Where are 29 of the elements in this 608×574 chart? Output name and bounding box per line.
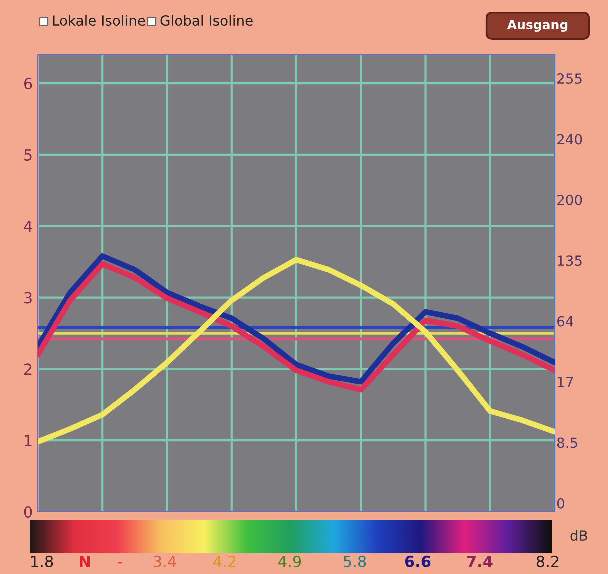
text: 1.8	[32, 556, 54, 568]
y-tick-label: 6	[24, 78, 32, 90]
text: 8.5	[557, 438, 578, 448]
text: Lokale Isoline	[53, 15, 146, 26]
text: 5.8	[344, 556, 366, 568]
y-tick-label: 0	[24, 506, 32, 518]
text: dB	[570, 530, 588, 542]
text: 6.6	[405, 556, 431, 568]
text: N	[80, 556, 90, 568]
text: 17	[558, 377, 574, 388]
y-tick-label: 3	[24, 292, 32, 304]
text: 135	[558, 256, 582, 266]
y-tick-label: 1	[25, 435, 32, 446]
text: Ausgang	[507, 20, 568, 32]
text: -	[118, 562, 122, 564]
text: 4.9	[278, 556, 302, 568]
text: 200	[558, 194, 582, 206]
text: 240	[558, 134, 582, 145]
text: 64	[558, 316, 574, 327]
y-tick-label: 4	[24, 221, 32, 232]
text: 0	[557, 498, 564, 509]
y-tick-label: 5	[24, 150, 32, 161]
text: 3.4	[154, 556, 176, 568]
y-tick-label: 2	[24, 364, 32, 375]
text: 4.2	[214, 556, 236, 568]
text: Global Isoline	[160, 15, 253, 26]
text: 7.4	[467, 556, 493, 568]
text: 255	[558, 74, 582, 84]
text: 8.2	[536, 556, 559, 568]
